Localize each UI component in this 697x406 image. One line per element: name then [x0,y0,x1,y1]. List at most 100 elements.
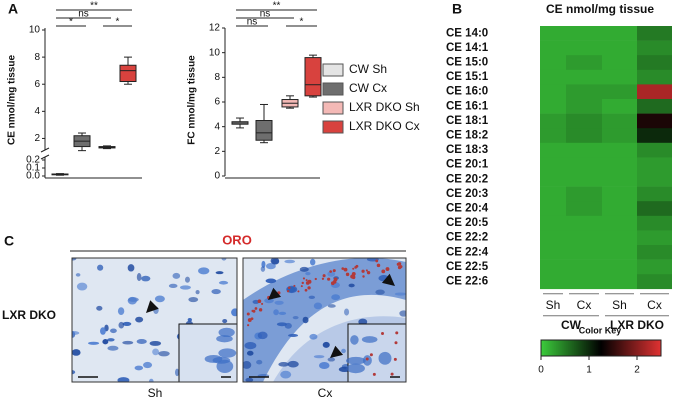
heatmap-cell [566,201,602,217]
micrograph [243,255,406,382]
lipid-droplet [361,269,365,273]
nucleus [75,273,81,277]
nucleus [375,289,385,295]
heatmap-cell [602,259,637,275]
heatmap-title: CE nmol/mg tissue [546,2,654,16]
nucleus [270,258,280,265]
nucleus [265,262,276,270]
nucleus [97,264,104,271]
y-tick-label: 8 [214,72,220,83]
nucleus [141,275,151,282]
nucleus [76,282,88,291]
heatmap-cell [602,128,637,144]
lipid-droplet [332,269,336,273]
lipid-droplet [261,302,264,305]
inset-droplet [380,331,384,335]
nucleus [187,317,192,322]
heatmap-cell [540,274,566,290]
heatmap-cell [602,113,637,129]
nucleus [198,267,210,275]
lipid-droplet [329,270,332,273]
lipid-droplet [246,312,250,316]
significance-label: ns [78,9,89,20]
row-label: CE 15:1 [446,71,489,83]
significance-label: ** [273,1,281,12]
heatmap-cell [540,55,566,71]
lipid-droplet [376,263,381,268]
nucleus [158,350,170,357]
inset-droplet [372,372,376,376]
color-key [540,339,662,357]
lipid-droplet [307,286,311,290]
nucleus [154,295,165,303]
lipid-droplet [400,255,403,258]
nucleus [265,278,277,284]
nucleus [222,319,228,324]
arrowhead [268,287,282,300]
nucleus [72,258,77,261]
lipid-droplet [375,259,379,263]
inset-nucleus [218,348,237,358]
lipid-droplet [314,277,317,281]
lipid-droplet [247,324,250,327]
y-tick-label: 6 [214,97,220,108]
nucleus [118,321,125,329]
heatmap-cell [540,201,566,217]
heatmap-cell [602,40,637,56]
nucleus [143,361,153,369]
column-label: Sh [612,298,627,312]
heatmap-cell [637,215,672,231]
significance-label: ns [247,17,258,28]
nucleus [327,304,336,308]
heatmap-cell [566,128,602,144]
nucleus [136,339,147,345]
y-tick-label: 10 [29,25,41,36]
nucleus [152,348,160,356]
nucleus [211,288,221,295]
row-label: CE 14:1 [446,42,489,54]
panel-label: B [452,1,462,17]
row-label: CE 18:2 [446,130,488,142]
nucleus [313,355,325,359]
nucleus [107,338,115,342]
row-label: CE 20:5 [446,217,489,229]
micrograph-frame [71,257,238,383]
lipid-droplet [381,269,386,274]
heatmap-cell [637,142,672,158]
lipid-droplet [350,274,354,279]
heatmap-cell [602,99,637,114]
heatmap-cell [566,157,602,173]
nucleus [327,357,336,362]
heatmap-cell [637,84,672,100]
heatmap-cell [602,215,637,231]
box [255,120,273,141]
row-label: LXR DKO [2,308,56,322]
lipid-droplet [322,274,326,278]
nucleus [188,296,199,303]
heatmap-cell [637,40,672,56]
inset-nucleus [350,335,359,345]
lipid-droplet [345,272,350,277]
nucleus [102,339,109,345]
nucleus [310,258,316,266]
legend-label: CW Cx [349,81,387,95]
row-label: CE 18:3 [446,144,488,156]
nucleus [257,331,268,340]
nucleus [243,361,252,369]
nucleus [305,271,311,276]
inset-droplet [393,357,397,361]
heatmap-cell [637,245,672,260]
heatmap-cell [566,172,602,187]
nucleus [218,280,229,285]
legend-swatch [322,63,344,77]
row-label: CE 22:6 [446,276,488,288]
nucleus [358,318,368,326]
nucleus [175,368,180,377]
heatmap-cell [602,186,637,202]
inset-nucleus [345,356,366,365]
heatmap-cell [602,55,637,71]
nucleus [100,327,106,335]
micrograph-title: ORO [222,232,252,247]
column-label: Sh [148,386,163,400]
nucleus [72,331,80,336]
